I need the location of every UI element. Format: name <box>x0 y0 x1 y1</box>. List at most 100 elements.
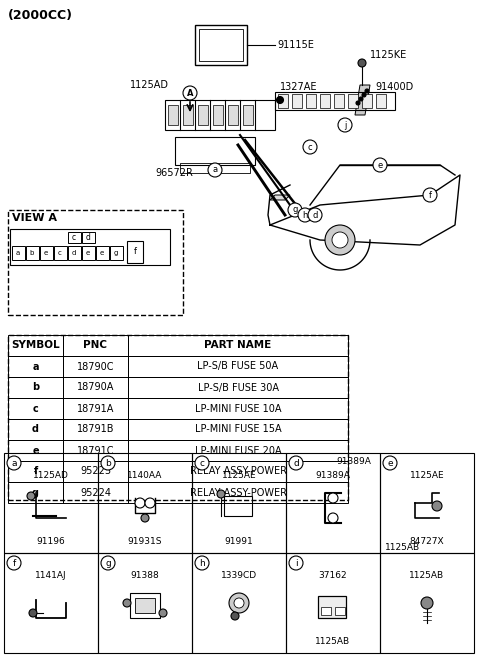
Text: g: g <box>105 559 111 567</box>
Bar <box>306 94 316 108</box>
Circle shape <box>195 456 209 470</box>
Text: 1125AB: 1125AB <box>315 637 350 645</box>
Text: 91389A: 91389A <box>336 457 371 466</box>
Bar <box>8 461 63 482</box>
Bar <box>10 229 170 265</box>
Bar <box>63 461 128 482</box>
Bar <box>128 482 348 503</box>
Circle shape <box>289 456 303 470</box>
Text: j: j <box>344 121 346 130</box>
Text: a: a <box>32 362 39 371</box>
Text: 91400D: 91400D <box>375 82 413 92</box>
Text: A: A <box>187 88 193 98</box>
Bar <box>292 94 302 108</box>
Bar <box>4 553 98 653</box>
Text: h: h <box>302 210 308 219</box>
Circle shape <box>308 208 322 222</box>
Bar <box>334 94 344 108</box>
Circle shape <box>288 203 302 217</box>
Text: c: c <box>33 403 38 413</box>
Bar <box>128 335 348 356</box>
Bar <box>8 398 63 419</box>
Circle shape <box>303 140 317 154</box>
Text: 1125AB: 1125AB <box>385 544 420 553</box>
Text: 95225: 95225 <box>80 466 111 476</box>
Bar <box>82 232 95 243</box>
Bar <box>63 335 128 356</box>
Circle shape <box>328 493 338 503</box>
Text: 18790C: 18790C <box>77 362 114 371</box>
Circle shape <box>29 609 37 617</box>
Bar <box>286 453 380 553</box>
Text: 1125AD: 1125AD <box>33 470 69 479</box>
Bar <box>8 419 63 440</box>
Text: c: c <box>200 458 204 468</box>
Circle shape <box>432 501 442 511</box>
Text: 1125AE: 1125AE <box>222 470 256 479</box>
Circle shape <box>365 89 369 93</box>
Bar <box>98 553 192 653</box>
Bar <box>96 246 109 260</box>
Polygon shape <box>270 195 290 200</box>
Bar <box>127 241 143 263</box>
Text: e: e <box>387 458 393 468</box>
Text: i: i <box>295 559 297 567</box>
Text: 18791B: 18791B <box>77 424 114 434</box>
Circle shape <box>234 598 244 608</box>
Text: 1327AE: 1327AE <box>280 82 317 92</box>
Polygon shape <box>355 85 370 115</box>
Text: d: d <box>293 458 299 468</box>
Text: f: f <box>133 248 136 257</box>
Text: 1125AB: 1125AB <box>409 571 444 580</box>
Bar <box>320 94 330 108</box>
Text: SYMBOL: SYMBOL <box>11 341 60 350</box>
Text: 1125AE: 1125AE <box>410 470 444 479</box>
Text: 1141AJ: 1141AJ <box>35 571 67 580</box>
Circle shape <box>373 158 387 172</box>
Text: 1125KE: 1125KE <box>370 50 407 60</box>
Text: RELAY ASSY-POWER: RELAY ASSY-POWER <box>190 466 287 476</box>
Text: PART NAME: PART NAME <box>204 341 272 350</box>
Circle shape <box>421 597 433 609</box>
Text: a: a <box>16 250 20 256</box>
Bar <box>380 453 474 553</box>
Bar <box>286 553 380 653</box>
Bar <box>8 335 63 356</box>
Bar <box>8 377 63 398</box>
Text: 91388: 91388 <box>131 571 159 580</box>
Bar <box>63 440 128 461</box>
Bar <box>63 419 128 440</box>
Circle shape <box>423 188 437 202</box>
Text: 18791C: 18791C <box>77 445 114 455</box>
Bar <box>224 496 252 516</box>
Bar <box>68 232 81 243</box>
Text: a: a <box>11 458 17 468</box>
Bar <box>12 246 25 260</box>
Bar <box>128 461 348 482</box>
Circle shape <box>358 59 366 67</box>
Bar <box>199 29 243 61</box>
Text: 91931S: 91931S <box>128 536 162 546</box>
Circle shape <box>101 456 115 470</box>
Text: 1125AD: 1125AD <box>130 80 169 90</box>
Text: LP-MINI FUSE 20A: LP-MINI FUSE 20A <box>195 445 281 455</box>
Text: RELAY ASSY-POWER: RELAY ASSY-POWER <box>190 487 287 498</box>
Circle shape <box>7 556 21 570</box>
Text: 91991: 91991 <box>225 536 253 546</box>
Circle shape <box>338 118 352 132</box>
Text: h: h <box>199 559 205 567</box>
Bar <box>348 94 358 108</box>
Bar <box>8 210 183 315</box>
Bar <box>98 453 192 553</box>
Circle shape <box>328 513 338 523</box>
Bar <box>68 246 81 260</box>
Circle shape <box>145 498 155 508</box>
Bar <box>175 137 255 165</box>
Bar <box>82 246 95 260</box>
Text: 1140AA: 1140AA <box>127 470 163 479</box>
Text: e: e <box>100 250 104 256</box>
Bar <box>128 440 348 461</box>
Bar <box>168 105 178 125</box>
Text: g: g <box>32 487 39 498</box>
Text: f: f <box>429 191 432 200</box>
